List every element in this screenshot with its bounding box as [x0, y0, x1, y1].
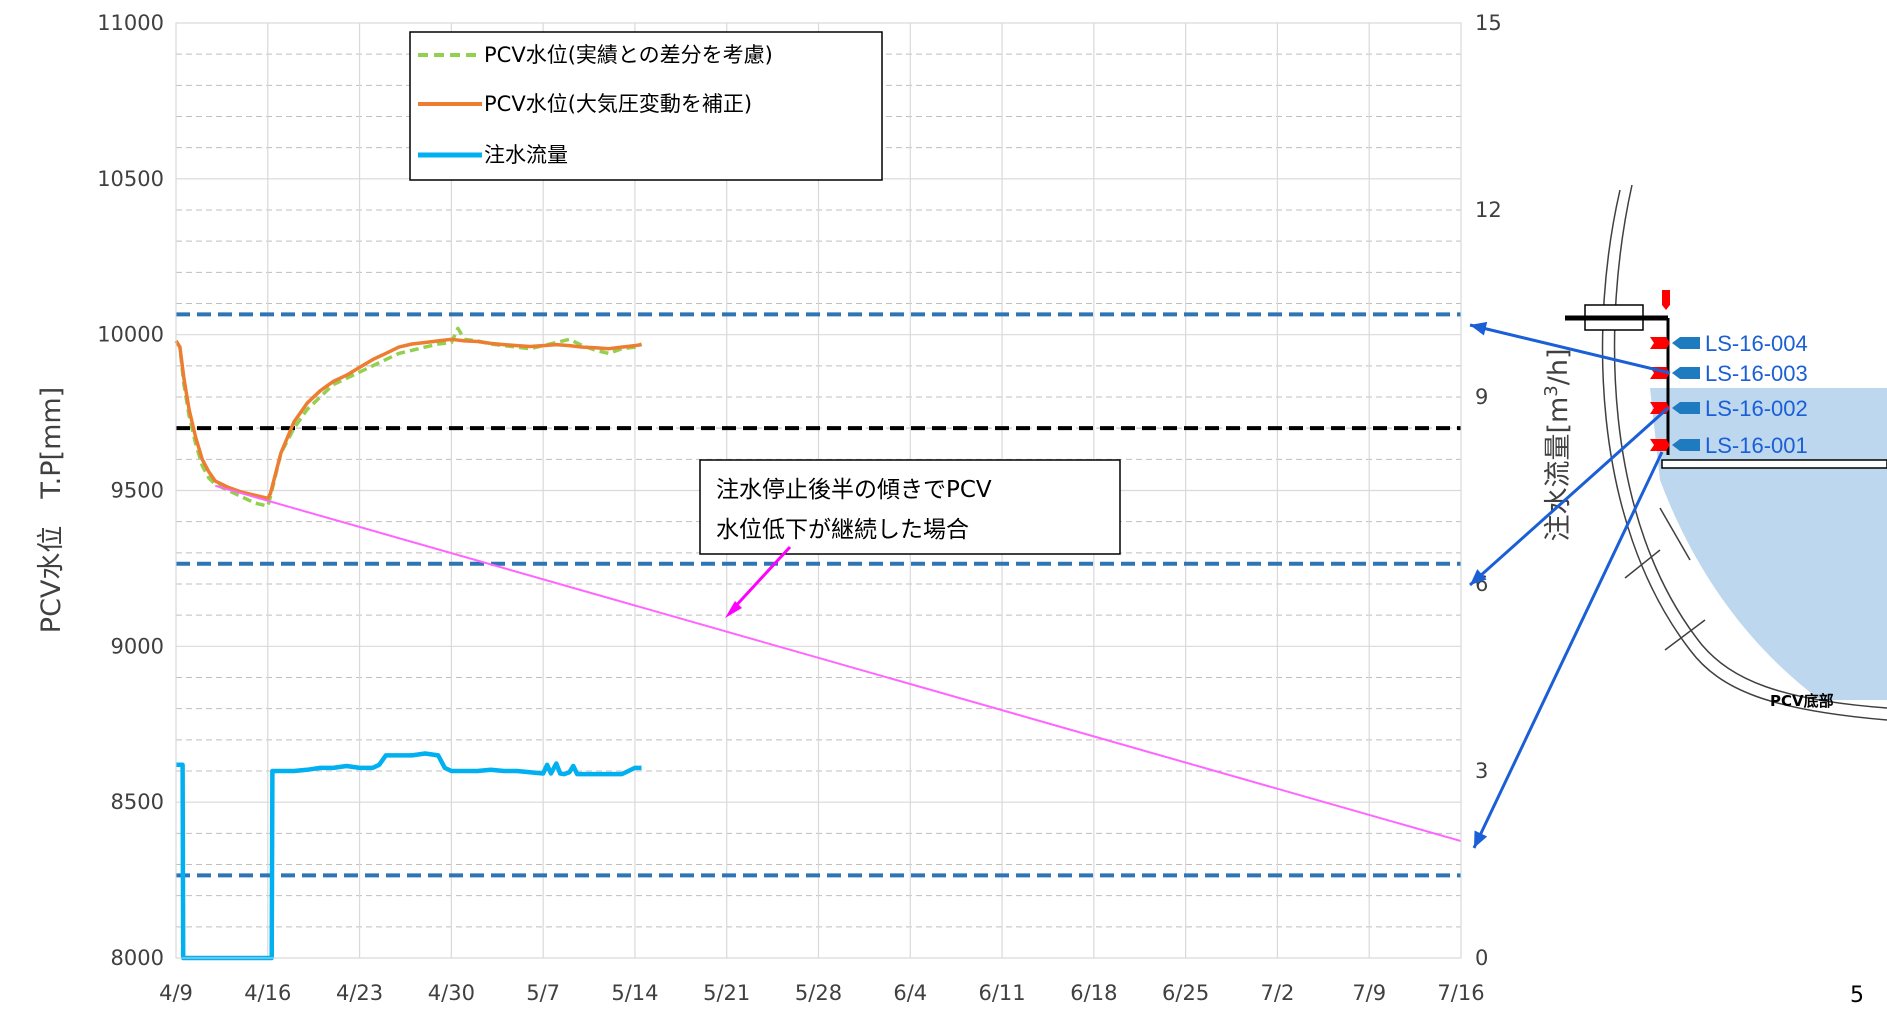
annotation-box [699, 459, 1121, 555]
y1-axis-title: PCV水位 T.P[mm] [36, 387, 67, 633]
y2-tick-label: 0 [1475, 946, 1488, 970]
pcv-bottom-label: PCV底部 [1770, 692, 1834, 710]
x-tick-label: 5/28 [795, 981, 842, 1005]
sensor-blue-arrow [1672, 402, 1700, 414]
y1-tick-label: 11000 [97, 11, 164, 35]
sensor-markers: LS-16-004 LS-16-003 LS-16-002 LS-16-001 [1650, 331, 1808, 458]
sensor-red-marker [1650, 337, 1670, 349]
y1-tick-label: 9000 [111, 634, 164, 658]
annotation-line-2: 水位低下が継続した場合 [716, 517, 969, 543]
vessel-wall-inner [1613, 184, 1887, 709]
structure-strut-2 [1664, 619, 1706, 651]
pcv-diagram: LS-16-004 LS-16-003 LS-16-002 LS-16-001 PCV… [1469, 184, 1887, 849]
y2-tick-label: 3 [1475, 759, 1488, 783]
x-tick-label: 4/9 [159, 981, 193, 1005]
reference-lines [176, 312, 1461, 878]
sensor-label-ls-16-004: LS-16-004 [1705, 331, 1808, 356]
annotation-arrow [730, 545, 792, 612]
x-tick-label: 6/18 [1070, 981, 1117, 1005]
y2-axis-title: 注水流量[m3/h] [1541, 348, 1574, 541]
legend-label-1: PCV水位(大気圧変動を補正) [484, 92, 752, 116]
sensor-blue-arrow [1672, 367, 1700, 379]
sensor-blue-arrow [1672, 439, 1700, 451]
sensor-blue-arrow [1672, 337, 1700, 349]
y1-tick-labels: 8000 8500 9000 9500 10000 10500 11000 [97, 11, 164, 970]
y1-tick-label: 10500 [97, 167, 164, 191]
x-tick-label: 5/21 [703, 981, 750, 1005]
x-tick-label: 6/11 [978, 981, 1025, 1005]
x-tick-label: 4/23 [336, 981, 383, 1005]
bottom-plate [1661, 459, 1887, 469]
top-red-marker [1662, 290, 1670, 310]
x-tick-label: 6/25 [1162, 981, 1209, 1005]
legend: PCV水位(実績との差分を考慮) PCV水位(大気圧変動を補正) 注水流量 [409, 31, 883, 181]
series-line-2 [176, 751, 642, 961]
structure-strut-1 [1624, 549, 1661, 579]
y2-axis-title-sup: 3 [1541, 385, 1562, 396]
annotation-arrowhead [725, 601, 742, 618]
x-tick-label: 7/16 [1437, 981, 1484, 1005]
y1-tick-label: 10000 [97, 323, 164, 347]
x-tick-label: 5/7 [526, 981, 560, 1005]
pointer-arrow-line [1469, 323, 1671, 375]
series-line-3 [215, 484, 1462, 843]
x-tick-label: 7/9 [1352, 981, 1386, 1005]
page-number: 5 [1850, 983, 1864, 1008]
x-tick-label: 4/30 [428, 981, 475, 1005]
legend-label-2: 注水流量 [484, 143, 568, 167]
x-tick-label: 5/14 [611, 981, 658, 1005]
y1-tick-label: 8000 [111, 946, 164, 970]
plot-border [175, 22, 1462, 959]
sensor-label-ls-16-001: LS-16-001 [1705, 433, 1808, 458]
structure-strut-3 [1659, 507, 1691, 561]
x-tick-labels: 4/9 4/16 4/23 4/30 5/7 5/14 5/21 5/28 6/4 6/11 6/1… [159, 981, 1484, 1005]
legend-box [409, 31, 883, 181]
x-tick-label: 7/2 [1261, 981, 1295, 1005]
y2-tick-label: 15 [1475, 11, 1502, 35]
pointer-arrowhead [1470, 321, 1488, 336]
pointer-arrowhead [1474, 830, 1488, 848]
data-series [174, 326, 1462, 961]
sensor-red-marker [1650, 439, 1670, 451]
y2-tick-label: 9 [1475, 385, 1488, 409]
vessel-wall-outer [1601, 189, 1887, 721]
y2-tick-label: 12 [1475, 198, 1502, 222]
y1-tick-label: 8500 [111, 790, 164, 814]
sensor-label-ls-16-003: LS-16-003 [1705, 361, 1808, 386]
series-line-1 [174, 337, 642, 501]
pointer-arrows [1469, 321, 1671, 849]
x-tick-label: 6/4 [893, 981, 927, 1005]
annotation-line-1: 注水停止後半の傾きでPCV [716, 477, 992, 503]
pointer-arrowhead [1470, 569, 1487, 585]
pointer-arrow-line [1469, 406, 1669, 587]
sensor-label-ls-16-002: LS-16-002 [1705, 396, 1808, 421]
legend-label-0: PCV水位(実績との差分を考慮) [484, 43, 773, 67]
series-line-0 [174, 326, 643, 508]
y1-tick-label: 9500 [111, 479, 164, 503]
x-tick-label: 4/16 [244, 981, 291, 1005]
pointer-arrow-line [1472, 451, 1664, 849]
annotation: 注水停止後半の傾きでPCV 水位低下が継続した場合 [699, 459, 1121, 618]
